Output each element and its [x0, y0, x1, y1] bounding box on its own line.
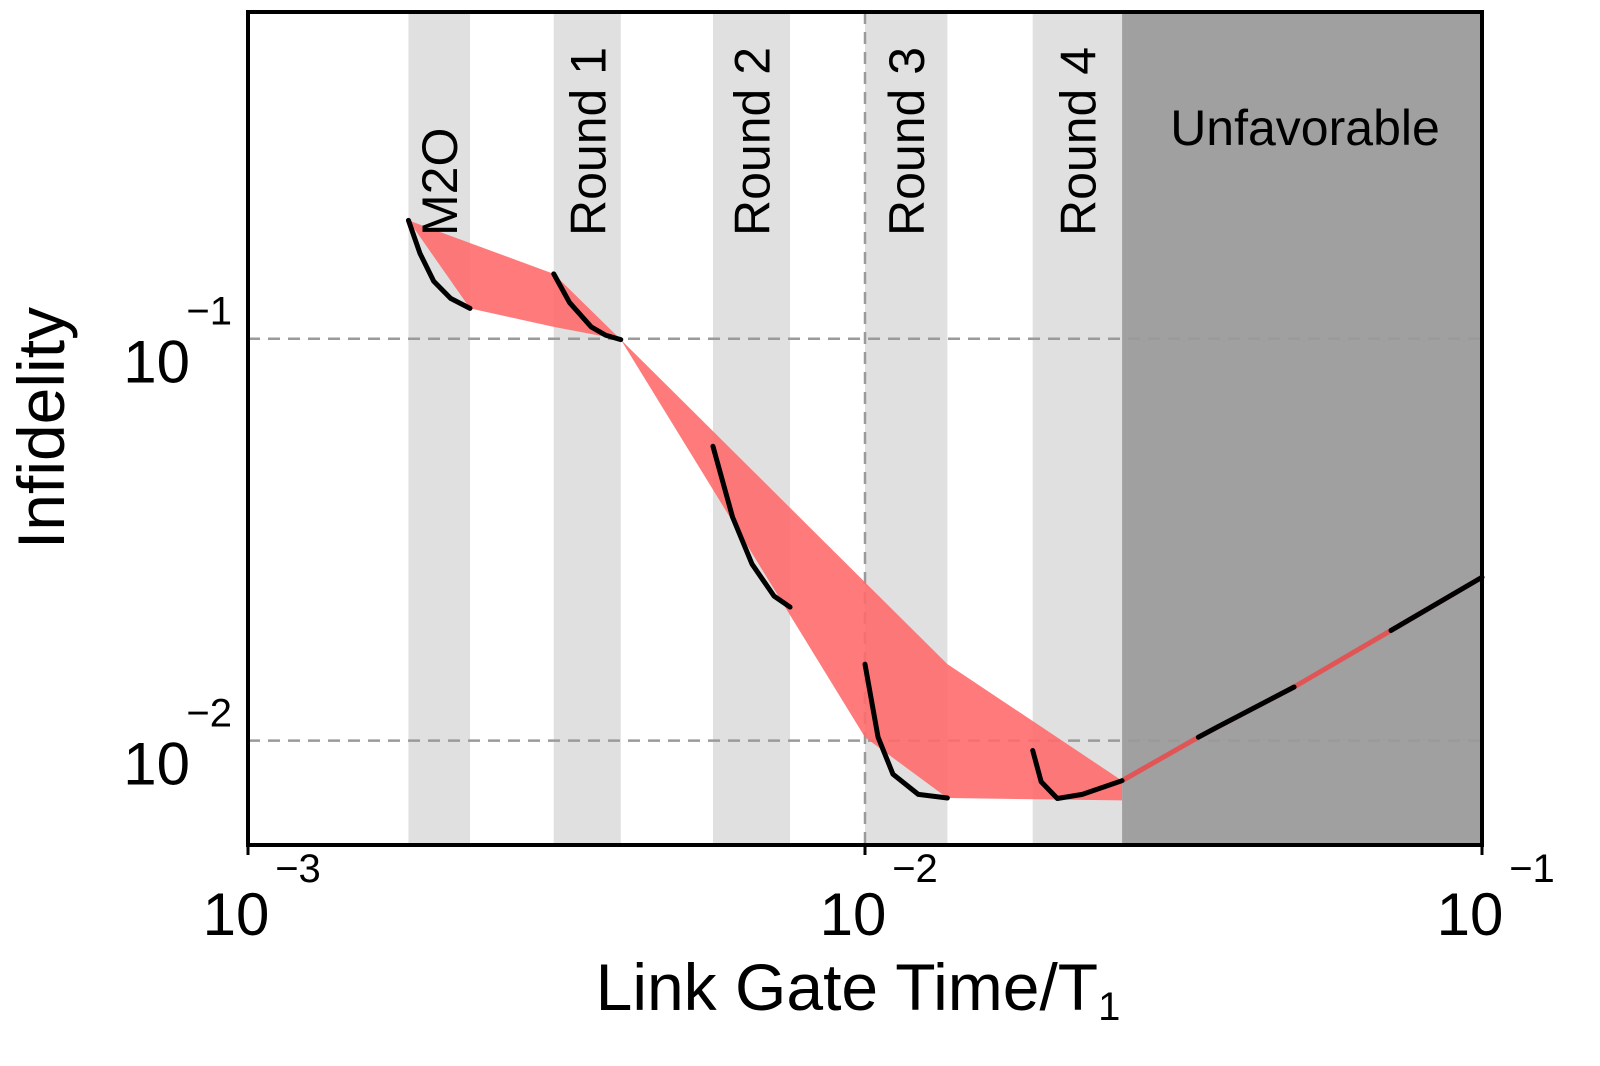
band-round-4 — [1032, 12, 1123, 845]
band-labels: M2O Round 1 Round 2 Round 3 Round 4 — [412, 47, 1106, 236]
band-m2o — [408, 12, 471, 845]
band-label-round-3: Round 3 — [879, 47, 935, 236]
curve-segment-6 — [1388, 574, 1485, 633]
curve-segment-4 — [1030, 748, 1125, 801]
curve-segment-5 — [1195, 684, 1297, 740]
x-tick-exponent: −3 — [275, 847, 321, 891]
grid-lines — [248, 12, 1482, 845]
tick-labels: 10−310−210−110−110−2 — [123, 290, 1555, 948]
band-label-round-1: Round 1 — [560, 47, 616, 236]
band-label-m2o: M2O — [412, 128, 468, 236]
unfavorable-label: Unfavorable — [1170, 100, 1440, 156]
x-tick-label: 10 — [203, 881, 270, 948]
y-tick-label: 10 — [123, 731, 190, 798]
y-axis-label: Infidelity — [4, 307, 78, 549]
curve-segment-1 — [551, 271, 624, 343]
x-tick-label: 10 — [1437, 881, 1504, 948]
curve-segment-2 — [710, 443, 793, 610]
band-round-1 — [553, 12, 621, 845]
band-label-round-2: Round 2 — [725, 47, 781, 236]
unfavorable-region-fill — [1122, 12, 1482, 845]
x-axis-label: Link Gate Time/T1 — [596, 950, 1121, 1029]
y-tick-exponent: −2 — [186, 692, 232, 736]
x-tick-exponent: −1 — [1509, 847, 1555, 891]
black-curve-segments — [405, 217, 1485, 801]
curve-segment-3 — [862, 661, 950, 801]
round-bands — [408, 12, 1123, 845]
band-round-2 — [712, 12, 791, 845]
curve-segment-0 — [405, 217, 473, 311]
y-tick-label: 10 — [123, 329, 190, 396]
envelope-area — [408, 220, 1123, 801]
band-label-round-4: Round 4 — [1050, 47, 1106, 236]
x-tick-exponent: −2 — [892, 847, 938, 891]
unfavorable-region: Unfavorable — [1122, 12, 1482, 845]
y-tick-exponent: −1 — [186, 290, 232, 334]
x-tick-label: 10 — [820, 881, 887, 948]
